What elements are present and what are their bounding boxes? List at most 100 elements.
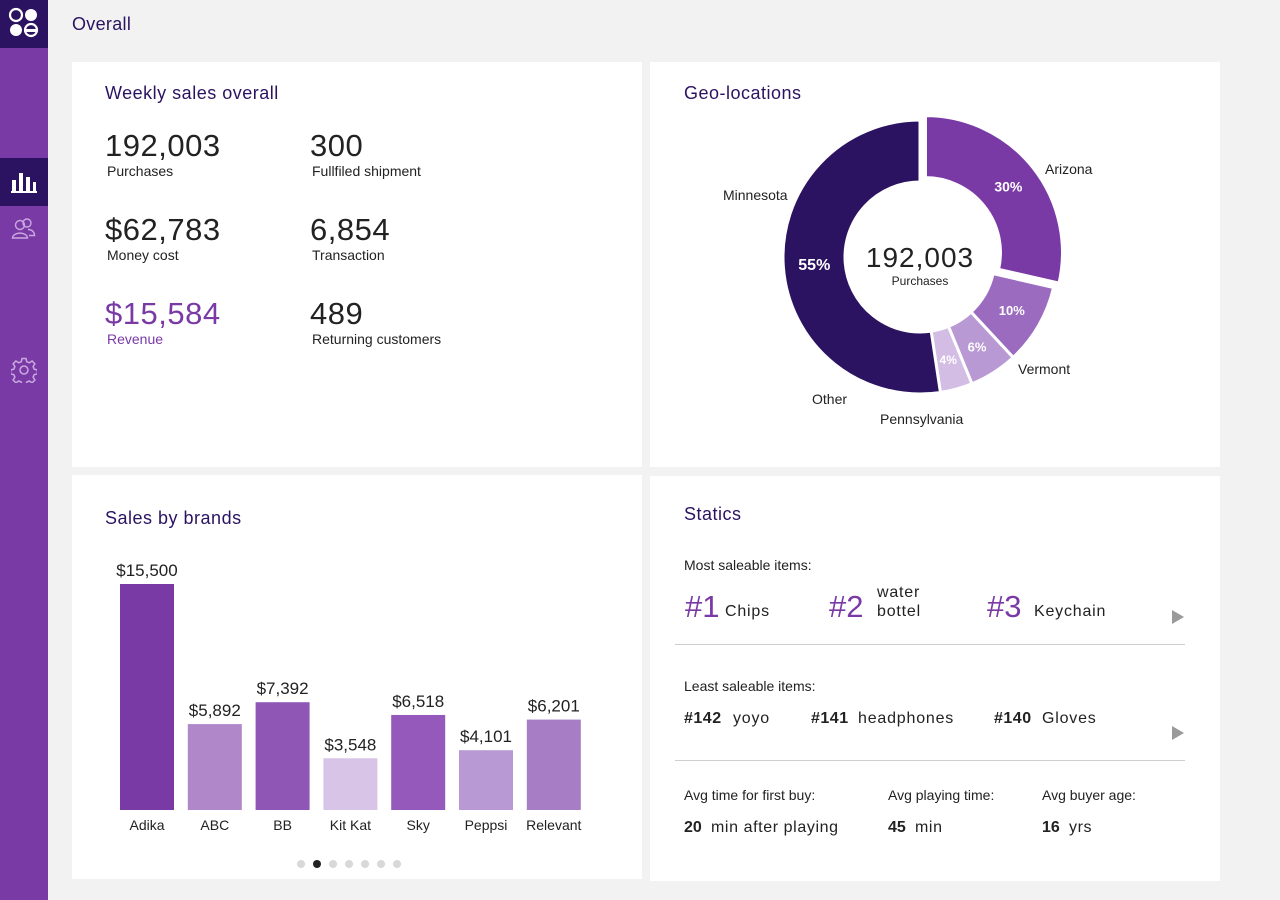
- stat-returning: 489 Returning customers: [310, 296, 441, 348]
- page-title: Overall: [72, 14, 132, 34]
- bar-value-label: $5,892: [189, 701, 241, 720]
- stat-money-cost: $62,783 Money cost: [105, 212, 221, 264]
- stat-value: $62,783: [105, 212, 221, 247]
- bar-value-label: $7,392: [257, 679, 309, 698]
- least-name-2: headphones: [858, 710, 955, 727]
- donut-slice-arizona[interactable]: [923, 114, 1064, 285]
- geo-label-vermont: Vermont: [1018, 361, 1071, 377]
- avg-first-buy-unit: min after playing: [711, 819, 839, 836]
- pager-dot[interactable]: [361, 860, 369, 868]
- most-rank-3: #3: [987, 589, 1022, 624]
- pager-dot[interactable]: [377, 860, 385, 868]
- least-rank-1: #142: [684, 710, 722, 727]
- avg-playing-unit: min: [915, 819, 943, 836]
- most-next-arrow-icon[interactable]: [1172, 610, 1184, 624]
- stat-label: Revenue: [107, 331, 164, 347]
- brand-logo-icon: [8, 7, 39, 38]
- bar-abc[interactable]: [187, 724, 242, 810]
- bar-peppsi[interactable]: [459, 750, 513, 810]
- bar-value-label: $4,101: [460, 727, 512, 746]
- brand-logo[interactable]: [0, 0, 48, 48]
- nav-settings[interactable]: [0, 345, 48, 393]
- least-name-1: yoyo: [733, 710, 770, 727]
- bar-value-label: $6,201: [528, 697, 580, 716]
- stat-revenue: $15,584 Revenue: [105, 296, 221, 348]
- most-rank-1: #1: [685, 589, 720, 624]
- bar-chart-icon: [11, 173, 37, 193]
- divider: [675, 644, 1185, 645]
- avg-first-buy-value: 20: [684, 819, 702, 836]
- bar-category-label: Kit Kat: [330, 817, 371, 833]
- pager-dot[interactable]: [313, 860, 321, 868]
- stat-value: 489: [310, 296, 364, 331]
- donut-pct-label: 10%: [999, 303, 1025, 318]
- avg-playing-label: Avg playing time:: [888, 787, 995, 803]
- donut-pct-label: 4%: [940, 353, 958, 367]
- bar-category-label: Peppsi: [465, 817, 508, 833]
- stat-label: Transaction: [312, 247, 385, 263]
- avg-playing-value: 45: [888, 819, 906, 836]
- geo-label-pennsylvania: Pennsylvania: [880, 411, 964, 427]
- stat-label: Fullfiled shipment: [312, 163, 421, 179]
- bar-value-label: $3,548: [324, 735, 376, 754]
- brands-title: Sales by brands: [105, 508, 242, 528]
- most-name-3: Keychain: [1034, 603, 1107, 620]
- geo-label-minnesota: Minnesota: [723, 187, 788, 203]
- least-rank-2: #141: [811, 710, 849, 727]
- donut-pct-label: 6%: [968, 339, 987, 354]
- avg-age-label: Avg buyer age:: [1042, 787, 1136, 803]
- donut-center-label: Purchases: [892, 274, 949, 288]
- most-name-2-line2: bottel: [877, 603, 921, 620]
- least-name-3: Gloves: [1042, 710, 1097, 727]
- nav-dashboard[interactable]: [0, 158, 48, 206]
- statics-title: Statics: [684, 504, 742, 524]
- divider: [675, 760, 1185, 761]
- sidebar: [0, 0, 48, 900]
- avg-age-unit: yrs: [1069, 819, 1093, 836]
- geo-label-other: Other: [812, 391, 848, 407]
- pager-dot[interactable]: [345, 860, 353, 868]
- donut-pct-label: 55%: [798, 257, 830, 274]
- pager-dot[interactable]: [393, 860, 401, 868]
- bar-adika[interactable]: [120, 584, 174, 810]
- avg-first-buy-label: Avg time for first buy:: [684, 787, 816, 803]
- bar-bb[interactable]: [255, 702, 310, 810]
- stat-value: $15,584: [105, 296, 221, 331]
- avg-age-value: 16: [1042, 819, 1060, 836]
- statics-card: [650, 476, 1220, 881]
- stat-shipment: 300 Fullfiled shipment: [310, 128, 421, 180]
- gear-icon: [11, 357, 37, 383]
- donut-center-value: 192,003: [866, 242, 974, 273]
- geo-label-arizona: Arizona: [1045, 161, 1093, 177]
- stat-value: 192,003: [105, 128, 221, 163]
- pager-dot[interactable]: [297, 860, 305, 868]
- bar-relevant[interactable]: [526, 719, 581, 810]
- least-next-arrow-icon[interactable]: [1172, 726, 1184, 740]
- users-icon: [11, 218, 36, 239]
- nav-users[interactable]: [0, 205, 48, 253]
- weekly-sales-title: Weekly sales overall: [105, 83, 279, 103]
- most-rank-2: #2: [829, 589, 864, 624]
- most-name-1: Chips: [725, 603, 770, 620]
- bar-category-label: Sky: [407, 817, 430, 833]
- bar-kit-kat[interactable]: [323, 758, 378, 810]
- stat-transaction: 6,854 Transaction: [310, 214, 390, 264]
- bar-category-label: BB: [273, 817, 292, 833]
- least-rank-3: #140: [994, 710, 1032, 727]
- bar-sky[interactable]: [391, 714, 446, 810]
- weekly-sales-card: Weekly sales overall 192,003 Purchases 3…: [72, 62, 642, 467]
- bar-category-label: Relevant: [526, 817, 581, 833]
- stat-label: Money cost: [107, 247, 179, 263]
- bar-value-label: $6,518: [392, 692, 444, 711]
- stat-value: 300: [310, 128, 364, 163]
- geo-title: Geo-locations: [684, 83, 802, 103]
- pager-dot[interactable]: [329, 860, 337, 868]
- bar-category-label: ABC: [200, 817, 229, 833]
- donut-pct-label: 30%: [994, 179, 1023, 195]
- donut-slice-minnesota[interactable]: [781, 118, 943, 396]
- most-name-2-line1: water: [877, 584, 921, 601]
- least-saleable-label: Least saleable items:: [684, 678, 816, 694]
- stat-label: Purchases: [107, 163, 174, 179]
- bar-value-label: $15,500: [116, 561, 177, 580]
